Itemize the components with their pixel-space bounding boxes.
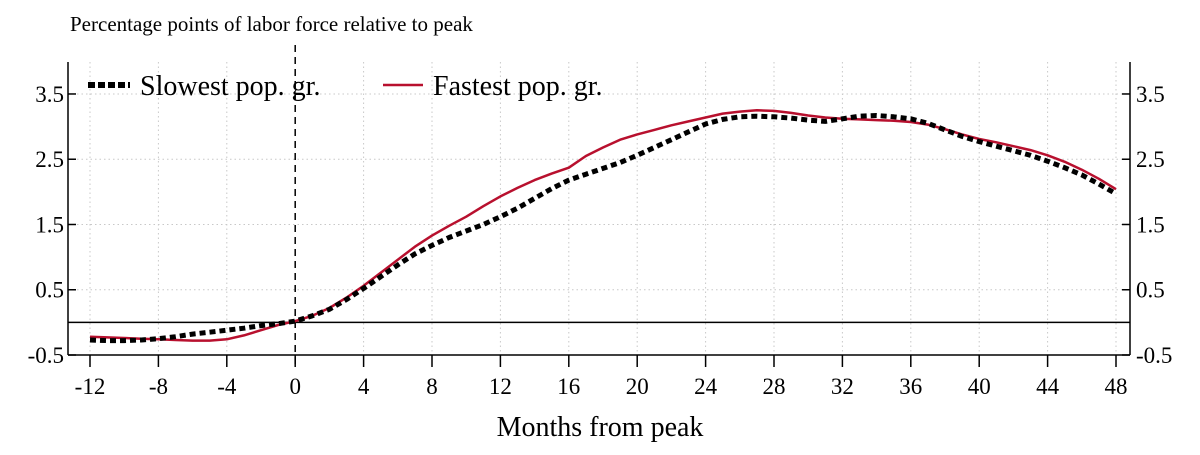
y-tick-label-right: -0.5: [1136, 343, 1172, 368]
y-tick-label-right: 1.5: [1136, 212, 1165, 237]
x-tick-label: 44: [1036, 374, 1060, 399]
series-line-slowest: [89, 113, 1118, 344]
x-tick-label: 40: [968, 374, 991, 399]
x-tick-label: 8: [426, 374, 438, 399]
legend-label-slowest: Slowest pop. gr.: [140, 71, 320, 102]
x-tick-label: 0: [289, 374, 301, 399]
x-tick-label: -8: [149, 374, 168, 399]
series-layer: [89, 109, 1118, 344]
x-tick-label: 4: [358, 374, 370, 399]
x-axis-title: Months from peak: [496, 412, 704, 443]
x-tick-label: 24: [694, 374, 718, 399]
x-tick-label: 20: [626, 374, 649, 399]
reference-lines: [68, 45, 1130, 367]
y-tick-label-left: 0.5: [35, 278, 64, 303]
legend-label-fastest: Fastest pop. gr.: [433, 71, 603, 102]
grid: [68, 62, 1130, 356]
y-tick-label-left: -0.5: [28, 343, 64, 368]
x-tick-label: 12: [489, 374, 512, 399]
y-axis-title: Percentage points of labor force relativ…: [70, 12, 473, 36]
x-tick-label: 36: [899, 374, 922, 399]
y-tick-label-left: 1.5: [35, 212, 64, 237]
y-tick-label-right: 3.5: [1136, 82, 1165, 107]
y-tick-label-left: 2.5: [35, 147, 64, 172]
y-tick-label-left: 3.5: [35, 82, 64, 107]
x-tick-label: 16: [557, 374, 580, 399]
y-tick-label-right: 0.5: [1136, 278, 1165, 303]
x-tick-label: 32: [831, 374, 854, 399]
axes: [67, 62, 1131, 367]
x-tick-label: -12: [75, 374, 106, 399]
series-line-fastest: [89, 109, 1117, 342]
legend: Slowest pop. gr. Fastest pop. gr.: [88, 71, 603, 102]
y-tick-label-right: 2.5: [1136, 147, 1165, 172]
x-tick-label: -4: [217, 374, 237, 399]
tick-labels: -0.5 -0.5 0.5 0.5 1.5 1.5 2.5 2.5 3.5 3.5 -12 -8 -4 0…: [28, 82, 1173, 399]
x-tick-label: 48: [1105, 374, 1128, 399]
x-tick-label: 28: [763, 374, 786, 399]
